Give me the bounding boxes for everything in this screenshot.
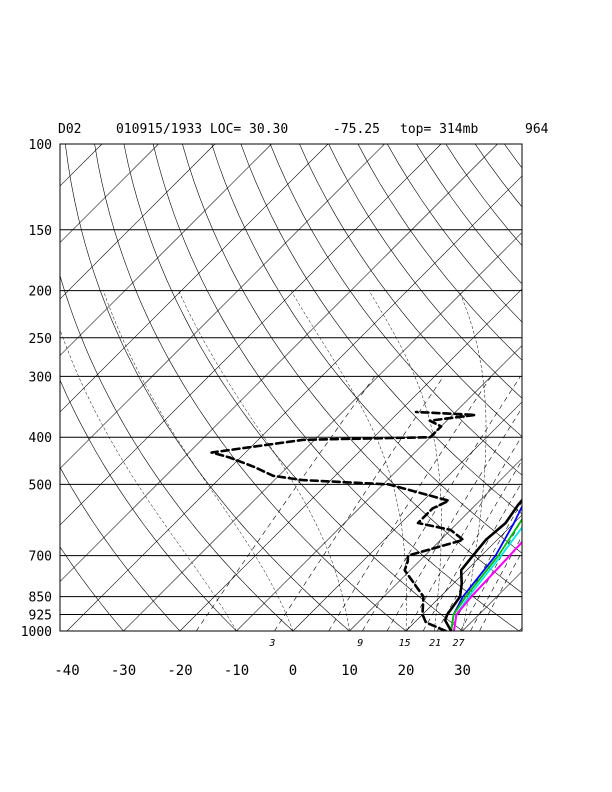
dry-adiabat-line (269, 144, 522, 476)
pressure-tick-label: 150 (29, 224, 52, 239)
mixing-ratio-label: 27 (452, 638, 464, 649)
cyan-parcel-line (453, 525, 522, 631)
blue-parcel-line (450, 504, 522, 631)
dry-adiabat-line (123, 144, 463, 631)
temperature-tick-label: 0 (289, 663, 297, 679)
temperature-tick-label: -20 (167, 663, 192, 679)
dry-adiabat-line (534, 144, 612, 631)
pressure-tick-label: 300 (29, 370, 52, 385)
header-datetime-location: 010915/1933 LOC= 30.30 (116, 122, 288, 137)
dry-adiabat-line (299, 144, 522, 437)
isotherm-line (349, 458, 522, 631)
green-parcel-line (450, 517, 522, 631)
temperature-tick-label: -10 (224, 663, 249, 679)
moist-adiabat-line (290, 290, 407, 631)
mixing-ratio-label: 9 (357, 638, 363, 649)
mixing-ratio-label: 3 (268, 638, 275, 649)
isotherm-line (236, 345, 522, 631)
pressure-tick-label: 700 (29, 550, 52, 565)
temperature-tick-label: -30 (111, 663, 136, 679)
dry-adiabat-line (60, 466, 181, 631)
pressure-tick-label: 1000 (21, 625, 52, 640)
mixing-ratio-line (460, 518, 522, 631)
magenta-parcel-line (453, 540, 522, 631)
isotherm-line (462, 571, 522, 631)
pressure-tick-label: 400 (29, 431, 52, 446)
temperature-tick-label: -40 (54, 663, 79, 679)
profile-series (210, 410, 522, 631)
isotherm-line (518, 627, 522, 631)
plot-frame (59, 143, 523, 632)
isotherm-line (60, 144, 159, 243)
isobars (60, 143, 522, 632)
moist-adiabat-line (103, 290, 294, 631)
mixing-ratio-line (422, 459, 522, 631)
header-longitude: -75.25 (333, 122, 380, 137)
dry-adiabat-line (563, 144, 612, 631)
dry-adiabat-line (240, 144, 522, 515)
mixing-ratio-line (328, 376, 492, 631)
isotherm-line (60, 144, 329, 413)
isotherm-line (60, 144, 442, 526)
dry-adiabat-line (504, 144, 522, 169)
temperature-axis-labels: -40 -30 -20 -10 0 10 20 30 (54, 663, 471, 679)
mixing-ratio-line (406, 435, 522, 631)
header-domain: D02 (58, 122, 81, 137)
dry-adiabat-line (182, 144, 522, 594)
dry-adiabat-line (60, 274, 294, 631)
dry-adiabat-line (357, 144, 522, 361)
mixing-ratio-line (386, 407, 522, 631)
header-extra: 964 (525, 122, 549, 137)
dry-adiabat-line (60, 546, 124, 631)
mixing-ratio-line (274, 376, 444, 631)
mixing-ratio-line (362, 376, 521, 631)
mixing-ratio-label: 15 (399, 638, 411, 649)
isotherm-line (60, 144, 216, 300)
header-top: top= 314mb (400, 122, 478, 137)
dry-adiabat-line (152, 144, 520, 631)
temperature-tick-label: 20 (398, 663, 415, 679)
moist-adiabat-line (60, 328, 237, 631)
mixing-ratio-line (470, 535, 522, 631)
pressure-tick-label: 500 (29, 478, 52, 493)
isotherm-line (405, 514, 522, 631)
pressure-tick-label: 100 (29, 138, 52, 153)
isotherm-line (60, 144, 385, 469)
isotherm-line (179, 288, 522, 631)
dry-adiabat-line (592, 144, 612, 631)
temperature-tick-label: 30 (454, 663, 471, 679)
moist-adiabat-line (368, 290, 442, 631)
dry-adiabat-line (416, 144, 522, 285)
background-diagram-lines (60, 144, 612, 631)
temperature-profile-line (443, 498, 522, 631)
pressure-tick-label: 250 (29, 332, 52, 347)
pressure-tick-label: 850 (29, 591, 52, 606)
mixing-ratio-labels: 3 9 15 21 27 (268, 638, 464, 649)
pressure-tick-label: 925 (29, 609, 52, 624)
isotherm-line (60, 144, 498, 582)
pressure-tick-label: 200 (29, 285, 52, 300)
mixing-ratio-line (479, 551, 522, 631)
isotherm-line (576, 144, 612, 631)
mixing-ratio-line (195, 376, 375, 631)
temperature-tick-label: 10 (341, 663, 358, 679)
isotherm-line (292, 401, 522, 631)
dewpoint-profile-line (210, 410, 477, 631)
isotherm-line (66, 175, 522, 631)
moist-adiabat-line (178, 290, 350, 631)
mixing-ratio-label: 21 (429, 638, 441, 649)
isotherm-line (60, 144, 272, 356)
mixing-ratio-line (436, 481, 522, 631)
